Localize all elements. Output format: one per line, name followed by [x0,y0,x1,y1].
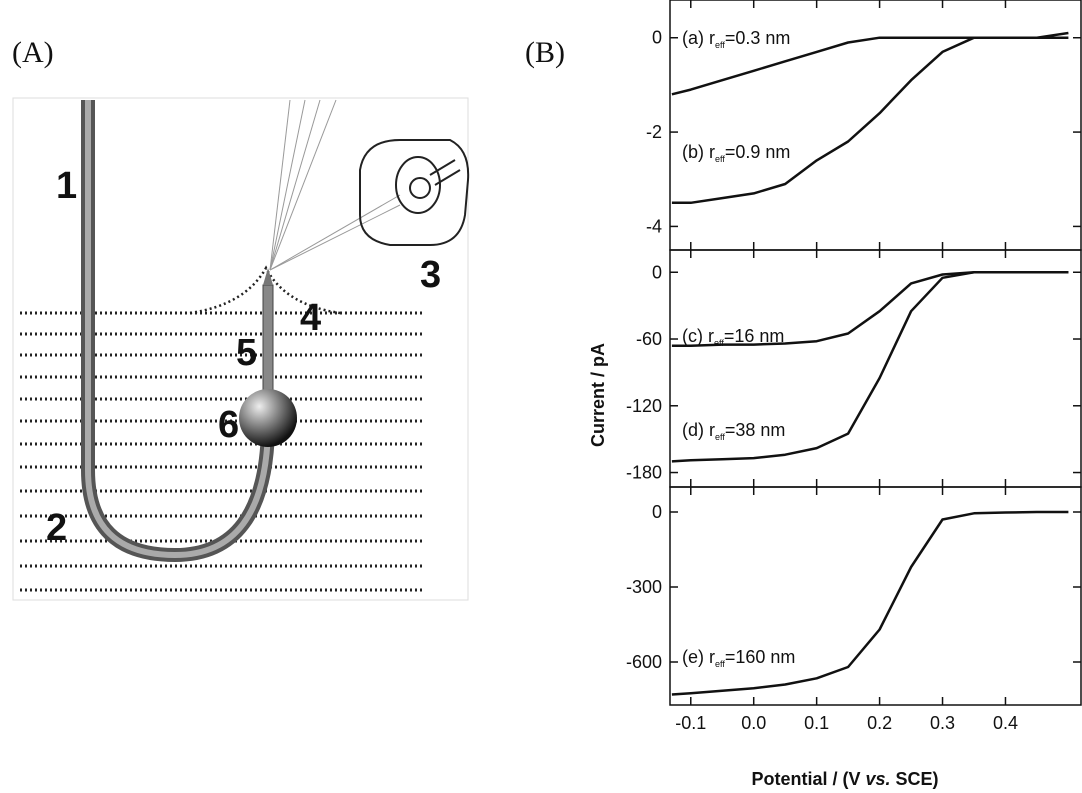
plot-frame [669,486,1082,706]
diagram-frame [12,97,469,601]
diagram: 1 2 3 4 5 6 [12,97,470,601]
x-tick-label: 0.4 [993,713,1018,733]
y-tick-label: -4 [646,216,662,236]
annotation-part: eff [714,338,724,348]
tube-highlight [85,100,271,559]
tube [81,100,275,563]
annotation-part: (c) r [682,326,714,346]
needle [262,284,274,396]
diagram-label: 6 [218,404,239,446]
annotation-part: (a) r [682,28,715,48]
annotation-part: =0.3 nm [725,28,791,48]
annotation-part: =160 nm [725,647,796,667]
y-tick-label: -300 [626,577,662,597]
y-tick-label: -60 [636,329,662,349]
camera [359,139,470,246]
annotation-part: =38 nm [725,420,786,440]
annotation: (e) reff=160 nm [682,647,795,669]
panel-label: (A) [12,36,54,69]
annotation-part: =0.9 nm [725,142,791,162]
diagram-label: 1 [56,165,77,207]
y-tick-label: -120 [626,396,662,416]
meniscus [189,265,341,315]
x-axis-label: Potential / (V vs. SCE) [751,769,938,789]
diagram-label: 2 [46,507,67,549]
annotation-part: (d) r [682,420,715,440]
x-tick-label: -0.1 [675,713,706,733]
annotation: (d) reff=38 nm [682,420,785,442]
annotation-part: eff [715,40,725,50]
annotation-part: eff [715,659,725,669]
x-tick-label: 0.2 [867,713,892,733]
annotation: (c) reff=16 nm [682,326,784,348]
y-tick-label: -180 [626,463,662,483]
y-tick-label: 0 [652,28,662,48]
y-tick-label: -600 [626,652,662,672]
x-axis-label-part: vs. [865,769,890,789]
y-tick-label: -2 [646,122,662,142]
diagram-label: 4 [300,297,321,339]
data-line [671,36,1069,205]
annotation: (b) reff=0.9 nm [682,142,790,164]
data-line [671,271,1069,463]
annotation-part: eff [715,432,725,442]
y-tick-label: 0 [652,502,662,522]
needle-tip [263,268,273,285]
light-rays [269,99,401,271]
x-axis-label-part: SCE) [891,769,939,789]
x-tick-label: 0.0 [741,713,766,733]
plot-frame [669,249,1082,488]
annotation-part: (e) r [682,647,715,667]
sphere [239,389,297,447]
panel-label: (B) [525,36,565,69]
diagram-label: 3 [420,254,441,296]
diagram-label: 5 [236,332,257,374]
y-tick-label: 0 [652,262,662,282]
annotation-part: =16 nm [724,326,785,346]
annotation-part: (b) r [682,142,715,162]
data-line [671,510,1069,696]
x-axis-label-part: Potential / (V [751,769,865,789]
annotation-part: eff [715,154,725,164]
annotation: (a) reff=0.3 nm [682,28,790,50]
y-axis-label: Current / pA [588,343,608,447]
x-tick-label: 0.3 [930,713,955,733]
x-tick-label: 0.1 [804,713,829,733]
